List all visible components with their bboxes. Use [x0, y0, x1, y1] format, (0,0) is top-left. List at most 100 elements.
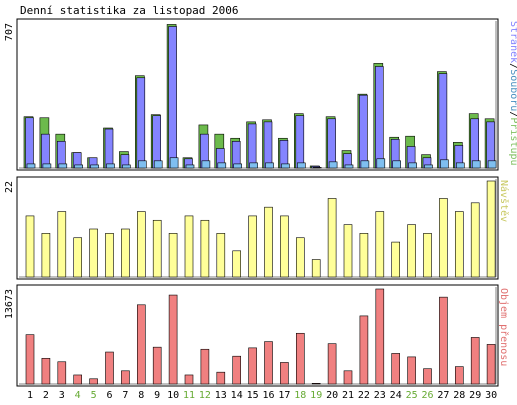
- bar-middle-3: [57, 211, 67, 278]
- bar-middle-9: [152, 219, 162, 278]
- bar-pages-23: [374, 66, 384, 169]
- bar-files-5: [90, 164, 99, 169]
- x-tick-label-2: 2: [43, 390, 49, 401]
- bar-middle-20: [327, 198, 337, 278]
- bar-files-2: [42, 163, 52, 169]
- bar-bottom-1: [25, 334, 35, 385]
- bar-pages-8: [136, 77, 146, 169]
- x-tick-label-30: 30: [485, 390, 497, 401]
- bar-files-9: [153, 160, 163, 169]
- bar-bottom-24: [391, 353, 401, 385]
- bottom-y-max-label: 13673: [4, 289, 15, 319]
- bar-files-7: [122, 164, 131, 169]
- x-tick-label-18: 18: [294, 390, 306, 401]
- bar-bottom-22: [359, 315, 369, 385]
- bar-middle-1: [25, 215, 35, 278]
- bar-bottom-8: [137, 304, 146, 385]
- bar-files-3: [58, 163, 68, 169]
- bar-files-17: [281, 163, 290, 169]
- x-tick-label-27: 27: [437, 390, 449, 401]
- bar-middle-29: [470, 202, 480, 278]
- x-tick-label-3: 3: [59, 390, 65, 401]
- x-tick-label-9: 9: [154, 390, 160, 401]
- bar-files-6: [106, 163, 115, 169]
- bar-bottom-5: [89, 378, 98, 385]
- bar-middle-19: [311, 259, 321, 278]
- bar-middle-26: [423, 233, 432, 278]
- bar-middle-21: [343, 224, 353, 278]
- x-tick-label-1: 1: [27, 390, 33, 401]
- middle-y-max-label: 22: [4, 181, 15, 193]
- bar-bottom-11: [184, 374, 194, 385]
- bar-files-19: [312, 167, 322, 169]
- bar-bottom-9: [152, 346, 162, 385]
- x-tick-label-11: 11: [183, 390, 195, 401]
- bar-files-20: [328, 161, 338, 169]
- bar-files-24: [392, 160, 402, 169]
- bar-files-18: [296, 162, 306, 169]
- x-tick-label-4: 4: [75, 390, 81, 401]
- bar-middle-14: [232, 250, 241, 278]
- bar-pages-15: [247, 123, 257, 169]
- x-tick-label-20: 20: [326, 390, 338, 401]
- bar-middle-11: [184, 215, 194, 278]
- bar-pages-1: [25, 117, 34, 169]
- x-tick-label-22: 22: [358, 390, 370, 401]
- bar-pages-6: [104, 128, 114, 169]
- bar-bottom-4: [73, 374, 82, 385]
- bar-bottom-23: [375, 288, 385, 385]
- legend-separator: /: [508, 111, 517, 117]
- bar-pages-27: [438, 73, 448, 169]
- chart-title: Denní statistika za listopad 2006: [20, 4, 239, 17]
- x-tick-label-26: 26: [421, 390, 433, 401]
- bar-bottom-12: [200, 348, 210, 385]
- bar-pages-22: [359, 94, 368, 169]
- x-tick-label-6: 6: [106, 390, 112, 401]
- x-tick-label-7: 7: [122, 390, 128, 401]
- bar-bottom-15: [248, 347, 257, 385]
- bar-middle-5: [89, 228, 98, 278]
- bar-bottom-25: [407, 356, 416, 385]
- bar-bottom-2: [41, 357, 51, 385]
- legend-item-2: Přístupů: [508, 117, 517, 165]
- x-tick-label-14: 14: [231, 390, 243, 401]
- x-tick-label-13: 13: [215, 390, 227, 401]
- legend-separator: /: [508, 63, 517, 69]
- bar-bottom-17: [280, 362, 289, 385]
- bar-middle-23: [375, 211, 385, 278]
- bar-files-27: [440, 159, 449, 169]
- bar-files-13: [217, 162, 227, 169]
- bar-middle-17: [280, 215, 289, 278]
- bar-files-30: [487, 160, 497, 169]
- bar-bottom-27: [439, 296, 448, 385]
- bottom-series-label: Objem přenosu: [498, 288, 510, 366]
- top-y-max-label: 707: [4, 23, 15, 41]
- bar-bottom-10: [168, 294, 178, 385]
- bar-middle-6: [105, 233, 114, 278]
- bar-bottom-20: [327, 343, 337, 385]
- bottom-frame: [16, 284, 499, 387]
- bar-bottom-3: [57, 361, 67, 385]
- x-tick-label-10: 10: [167, 390, 179, 401]
- bar-files-12: [201, 160, 211, 169]
- bar-middle-7: [121, 228, 130, 278]
- bar-middle-4: [73, 237, 82, 278]
- bar-bottom-28: [454, 366, 464, 385]
- bar-middle-16: [264, 206, 273, 278]
- x-tick-label-12: 12: [199, 390, 211, 401]
- bar-middle-10: [168, 233, 178, 278]
- bar-bottom-29: [470, 337, 480, 385]
- bar-bottom-19: [311, 383, 321, 385]
- bar-bottom-16: [264, 341, 273, 385]
- bar-bottom-6: [105, 351, 114, 385]
- x-tick-label-16: 16: [262, 390, 274, 401]
- bar-middle-25: [407, 224, 416, 278]
- x-tick-label-24: 24: [390, 390, 402, 401]
- x-tick-label-5: 5: [91, 390, 97, 401]
- bar-bottom-13: [216, 371, 226, 385]
- bar-middle-13: [216, 233, 226, 278]
- panel-middle: 22 Návštěv: [4, 176, 510, 280]
- panel-bottom: 13673 Objem přenosu: [4, 284, 510, 387]
- bar-middle-2: [41, 233, 51, 278]
